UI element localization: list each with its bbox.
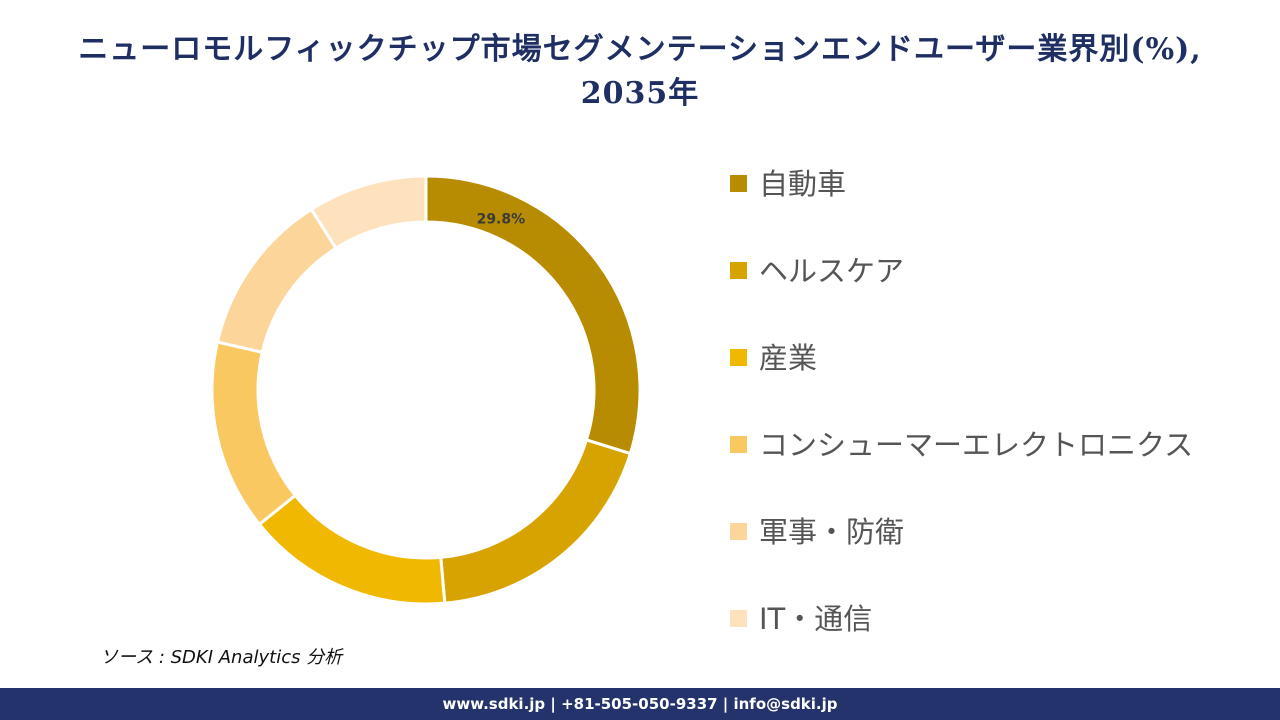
legend-swatch: [730, 175, 747, 192]
chart-title: ニューロモルフィックチップ市場セグメンテーションエンドユーザー業界別(%), 2…: [78, 32, 1202, 111]
footer-bar: www.sdki.jp | +81-505-050-9337 | info@sd…: [0, 688, 1280, 720]
donut-slice-2: [439, 438, 633, 605]
legend-swatch: [730, 610, 747, 627]
legend-label: ヘルスケア: [759, 253, 905, 288]
legend-swatch: [730, 523, 747, 540]
legend-item: IT・通信: [730, 575, 1270, 662]
donut-slice-4: [210, 340, 298, 527]
legend-label: コンシューマーエレクトロニクス: [759, 427, 1194, 462]
legend-item: 産業: [730, 314, 1270, 401]
legend-item: 自動車: [730, 140, 1270, 227]
legend-label: 軍事・防衛: [759, 514, 905, 549]
donut-slice-5: [215, 207, 339, 355]
donut-slice-1: [424, 174, 642, 456]
legend-item: ヘルスケア: [730, 227, 1270, 314]
data-label: 29.8%: [477, 212, 526, 228]
legend-swatch: [730, 436, 747, 453]
legend-item: コンシューマーエレクトロニクス: [730, 401, 1270, 488]
source-note: ソース : SDKI Analytics 分析: [100, 647, 343, 668]
legend-label: 自動車: [759, 166, 847, 201]
legend-item: 軍事・防衛: [730, 488, 1270, 575]
legend-swatch: [730, 349, 747, 366]
donut-slice-3: [257, 493, 447, 606]
footer-contact: www.sdki.jp | +81-505-050-9337 | info@sd…: [442, 695, 838, 713]
donut-slice-6: [309, 174, 428, 251]
legend-label: IT・通信: [759, 601, 873, 636]
legend-swatch: [730, 262, 747, 279]
legend-label: 産業: [759, 340, 818, 375]
legend: 自動車 ヘルスケア 産業 コンシューマーエレクトロニクス 軍事・防衛 IT・通信: [730, 140, 1270, 662]
